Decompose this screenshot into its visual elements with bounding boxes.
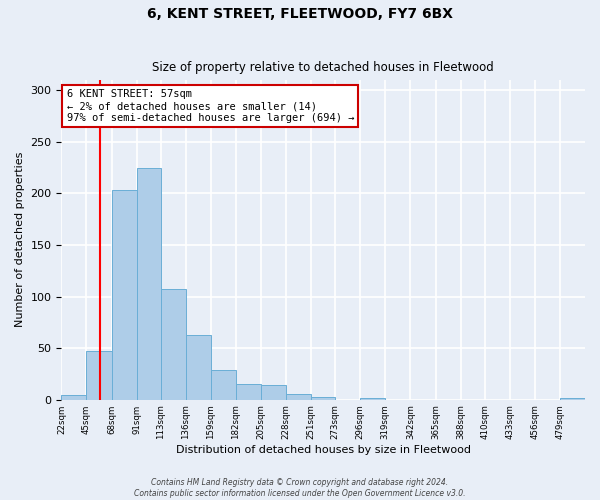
Bar [137,168,161,400]
Bar [161,290,186,400]
Bar [112,190,137,400]
X-axis label: Distribution of detached houses by size in Fleetwood: Distribution of detached houses by size … [176,445,471,455]
Bar [211,370,236,400]
Bar [236,384,261,400]
Bar [61,394,86,400]
Bar [311,396,335,400]
Bar [86,351,112,400]
Title: Size of property relative to detached houses in Fleetwood: Size of property relative to detached ho… [152,62,494,74]
Bar [186,334,211,400]
Bar [560,398,585,400]
Y-axis label: Number of detached properties: Number of detached properties [15,152,25,328]
Bar [360,398,385,400]
Text: 6 KENT STREET: 57sqm
← 2% of detached houses are smaller (14)
97% of semi-detach: 6 KENT STREET: 57sqm ← 2% of detached ho… [67,90,354,122]
Text: 6, KENT STREET, FLEETWOOD, FY7 6BX: 6, KENT STREET, FLEETWOOD, FY7 6BX [147,8,453,22]
Text: Contains HM Land Registry data © Crown copyright and database right 2024.
Contai: Contains HM Land Registry data © Crown c… [134,478,466,498]
Bar [286,394,311,400]
Bar [261,386,286,400]
